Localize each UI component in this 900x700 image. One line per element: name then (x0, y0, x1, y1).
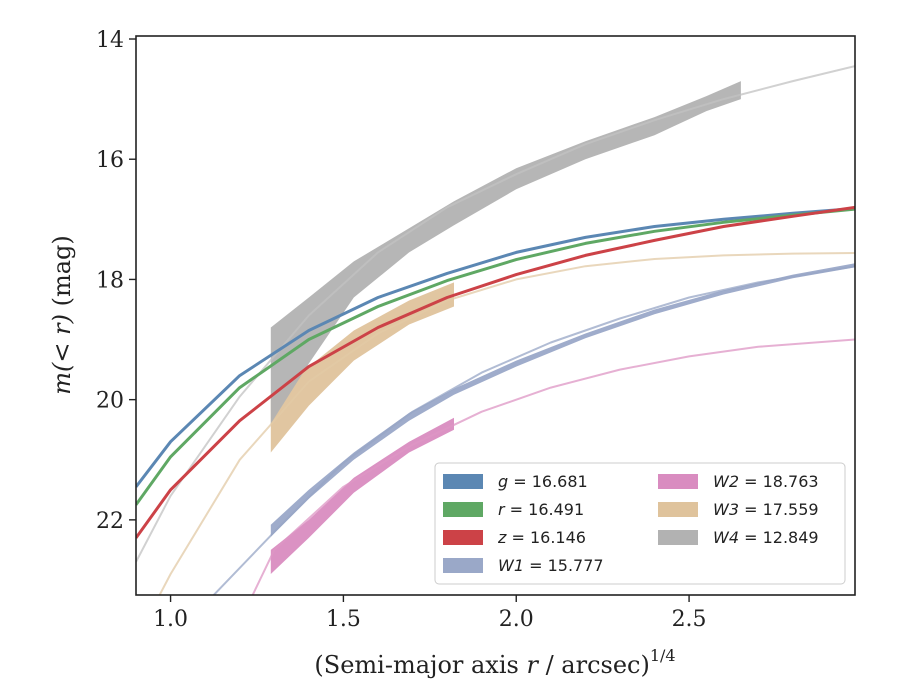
legend-label-z: z = 16.146 (497, 528, 586, 547)
legend-swatch-w2 (658, 474, 698, 489)
legend-label-w3: W3 = 17.559 (713, 500, 819, 519)
curve-w3 (158, 252, 855, 595)
curve-layer (136, 65, 855, 595)
plot-frame (135, 35, 856, 596)
y-axis: 14 16 18 20 22 (96, 28, 136, 534)
x-axis: 1.0 1.5 2.0 2.5 (153, 595, 707, 632)
legend-label-w2: W2 = 18.763 (713, 472, 819, 491)
band-g (136, 207, 855, 488)
band-w2 (270, 417, 454, 574)
band-w3 (270, 282, 454, 453)
curve-w2 (251, 338, 855, 595)
y-tick-label: 20 (96, 389, 124, 414)
x-axis-label: (Semi-major axis r / arcsec)1/4 (314, 646, 675, 679)
legend-frame (434, 462, 846, 585)
y-tick-label: 16 (96, 148, 124, 173)
band-z (136, 205, 855, 539)
band-w4 (270, 81, 741, 424)
band-r (136, 207, 855, 506)
legend-swatch-w3 (658, 502, 698, 517)
y-tick-label: 22 (96, 509, 124, 534)
legend-label-r: r = 16.491 (498, 500, 584, 519)
legend-label-g: g = 16.681 (498, 472, 588, 491)
legend: g = 16.681 r = 16.491 z = 16.146 W1 = 15.77… (434, 462, 846, 585)
y-tick-label: 14 (96, 28, 124, 53)
x-tick-label: 1.5 (326, 607, 361, 632)
x-tick-label: 1.0 (153, 607, 188, 632)
legend-swatch-r (443, 502, 483, 517)
legend-label-w4: W4 = 12.849 (713, 528, 819, 547)
curve-w4 (136, 65, 855, 563)
x-tick-label: 2.5 (672, 607, 707, 632)
x-tick-label: 2.0 (499, 607, 534, 632)
legend-label-w1: W1 = 15.777 (498, 556, 604, 575)
legend-swatch-z (443, 530, 483, 545)
legend-swatch-g (443, 474, 483, 489)
curve-r (136, 208, 855, 506)
curve-w1 (212, 265, 855, 595)
legend-swatch-w4 (658, 530, 698, 545)
legend-swatch-w1 (443, 558, 483, 573)
y-tick-label: 18 (96, 268, 124, 293)
y-axis-label: m(< r) (mag) (48, 235, 76, 395)
